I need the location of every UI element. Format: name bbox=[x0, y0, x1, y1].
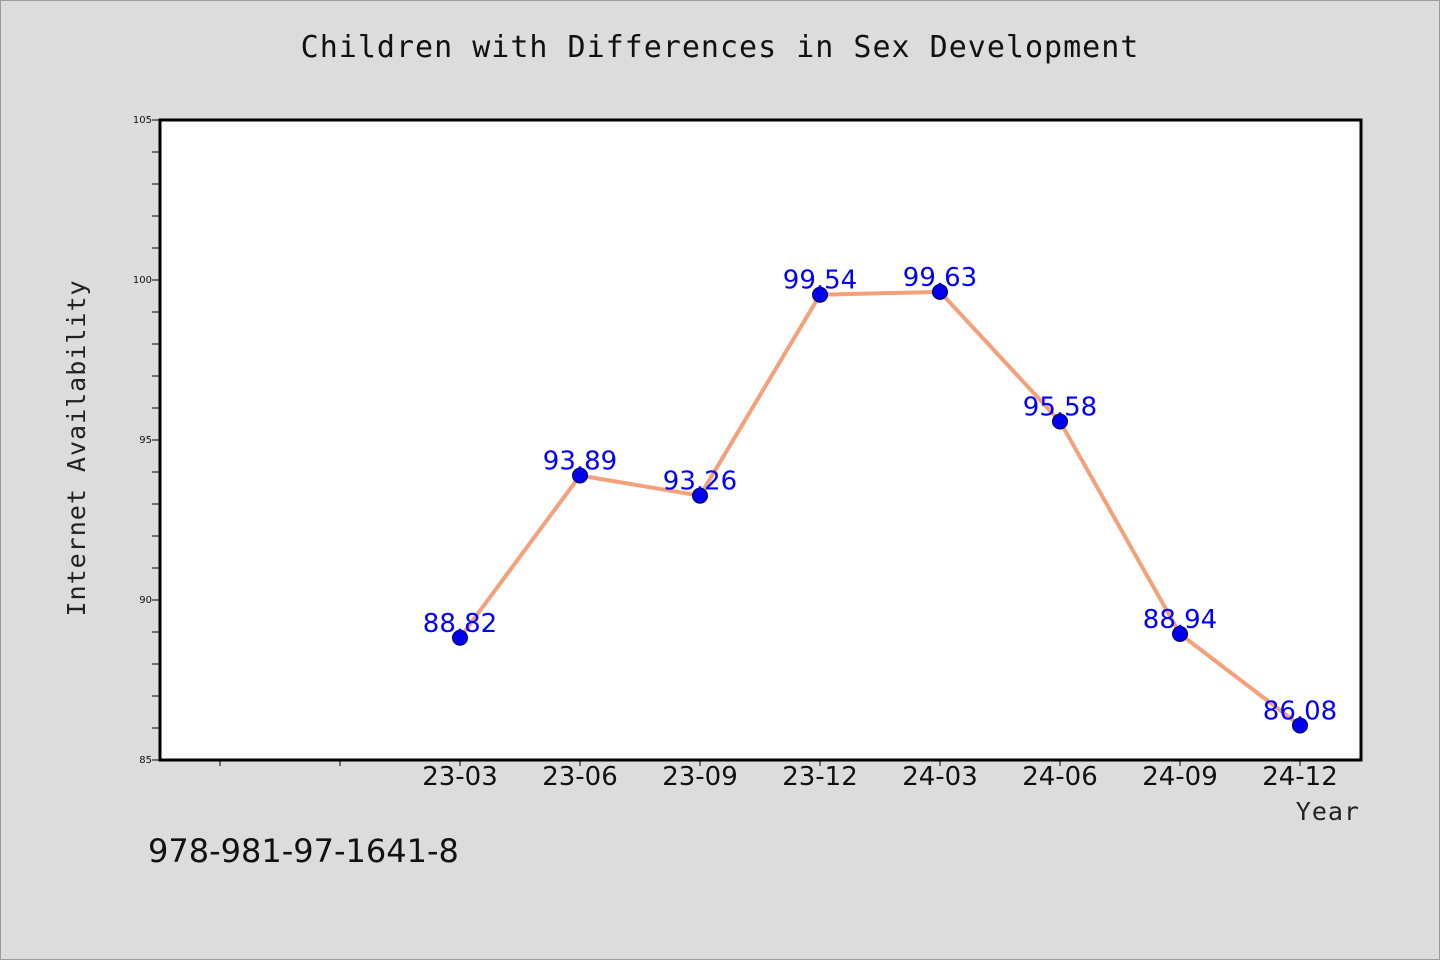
x-tick-label: 23-09 bbox=[662, 762, 738, 792]
data-point bbox=[932, 283, 948, 300]
data-label: 93.26 bbox=[663, 467, 737, 497]
y-tick-label: 105 bbox=[133, 115, 152, 126]
x-axis-label: Year bbox=[1296, 797, 1360, 826]
data-label: 99.63 bbox=[903, 263, 977, 293]
data-label: 88.82 bbox=[423, 609, 497, 639]
data-point bbox=[1052, 413, 1068, 430]
data-label: 88.94 bbox=[1143, 605, 1217, 635]
data-label: 93.89 bbox=[543, 447, 617, 477]
data-label: 95.58 bbox=[1023, 392, 1097, 422]
y-axis-label: Internet Availability bbox=[62, 279, 91, 616]
data-point bbox=[572, 467, 588, 484]
data-point bbox=[692, 487, 708, 504]
plot-area bbox=[158, 118, 1363, 762]
y-tick-label: 95 bbox=[139, 435, 152, 446]
x-tick-label: 24-12 bbox=[1262, 762, 1338, 792]
data-label: 86.08 bbox=[1263, 696, 1337, 726]
y-tick-label: 90 bbox=[139, 595, 152, 606]
data-label: 99.54 bbox=[783, 266, 857, 296]
x-tick-label: 23-03 bbox=[422, 762, 498, 792]
x-tick-label: 24-09 bbox=[1142, 762, 1218, 792]
isbn-text: 978-981-97-1641-8 bbox=[148, 832, 459, 870]
data-point bbox=[1172, 625, 1188, 642]
x-tick-label: 23-06 bbox=[542, 762, 618, 792]
series-line bbox=[458, 289, 1302, 728]
x-tick-label: 24-06 bbox=[1022, 762, 1098, 792]
data-point bbox=[812, 286, 828, 303]
chart-title: Children with Differences in Sex Develop… bbox=[300, 30, 1140, 65]
x-tick-label: 23-12 bbox=[782, 762, 858, 792]
y-tick-label: 100 bbox=[133, 275, 152, 286]
x-tick-label: 24-03 bbox=[902, 762, 978, 792]
data-point bbox=[1292, 717, 1308, 734]
y-tick-label: 85 bbox=[139, 755, 152, 766]
data-point bbox=[452, 629, 468, 646]
